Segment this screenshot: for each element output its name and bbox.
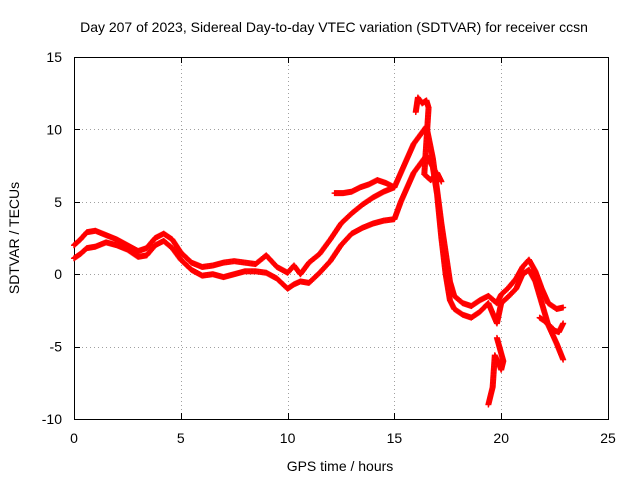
x-tick-label: 5 bbox=[177, 430, 185, 446]
data-point bbox=[560, 320, 567, 327]
series-scattered-outliers-19-20h bbox=[485, 334, 507, 408]
x-axis-label: GPS time / hours bbox=[287, 458, 394, 474]
series-segment-22-23h bbox=[536, 314, 567, 336]
x-tick-label: 0 bbox=[70, 430, 78, 446]
y-tick-label: -5 bbox=[50, 339, 63, 355]
data-point bbox=[438, 178, 445, 185]
y-tick-label: 0 bbox=[54, 266, 62, 282]
series-upper-track bbox=[71, 123, 567, 312]
data-point bbox=[493, 334, 500, 341]
y-tick-label: 5 bbox=[54, 194, 62, 210]
data-point bbox=[560, 304, 567, 311]
data-marks bbox=[71, 94, 567, 408]
data-point bbox=[391, 184, 398, 191]
series-segment-12-15h bbox=[331, 177, 398, 197]
x-tick-label: 10 bbox=[280, 430, 296, 446]
series-peak-cluster-16h bbox=[412, 94, 445, 185]
y-tick-label: 10 bbox=[46, 121, 62, 137]
y-tick-label: 15 bbox=[46, 49, 62, 65]
y-tick-labels: -10 -5 0 5 10 15 bbox=[42, 49, 62, 427]
x-tick-label: 25 bbox=[600, 430, 616, 446]
chart-title: Day 207 of 2023, Sidereal Day-to-day VTE… bbox=[80, 19, 588, 35]
plot-frame bbox=[74, 57, 609, 420]
x-tick-labels: 0 5 10 15 20 25 bbox=[70, 430, 616, 446]
y-axis-label: SDTVAR / TECUs bbox=[6, 182, 22, 294]
x-tick-label: 15 bbox=[387, 430, 403, 446]
y-tick-label: -10 bbox=[42, 411, 62, 427]
x-tick-label: 20 bbox=[493, 430, 509, 446]
series-lower-track bbox=[71, 152, 567, 363]
axis-ticks bbox=[74, 57, 609, 420]
data-point bbox=[560, 356, 567, 363]
